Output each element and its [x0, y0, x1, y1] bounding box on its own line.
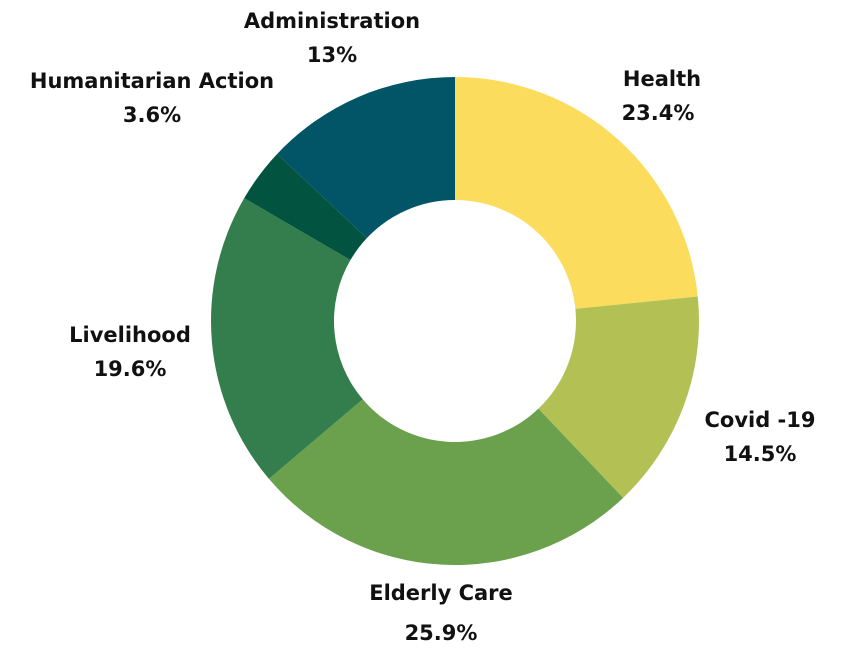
slice-value-humanitarian-action: 3.6%	[123, 103, 181, 127]
slice-administration	[277, 77, 455, 239]
label-elderly-care: Elderly Care 25.9%	[369, 581, 513, 645]
slice-health	[455, 77, 698, 309]
slice-value-elderly-care: 25.9%	[405, 621, 478, 645]
slice-value-health: 23.4%	[622, 101, 695, 125]
slice-elderly-care	[268, 399, 624, 565]
slice-value-livelihood: 19.6%	[94, 357, 167, 381]
label-health: Health 23.4%	[622, 67, 702, 125]
slice-label-health: Health	[623, 67, 701, 91]
slice-value-administration: 13%	[307, 43, 357, 67]
slice-label-livelihood: Livelihood	[69, 323, 191, 347]
label-humanitarian-action: Humanitarian Action 3.6%	[30, 69, 274, 127]
label-administration: Administration 13%	[244, 9, 420, 67]
label-livelihood: Livelihood 19.6%	[69, 323, 191, 381]
donut-slices	[210, 77, 699, 565]
slice-label-humanitarian-action: Humanitarian Action	[30, 69, 274, 93]
slice-covid-19	[538, 296, 699, 498]
slice-label-administration: Administration	[244, 9, 420, 33]
slice-humanitarian-action	[244, 153, 367, 261]
slice-livelihood	[210, 198, 363, 479]
slice-label-covid-19: Covid -19	[704, 408, 815, 432]
slice-label-elderly-care: Elderly Care	[369, 581, 513, 605]
label-covid-19: Covid -19 14.5%	[704, 408, 815, 466]
slice-value-covid-19: 14.5%	[724, 442, 797, 466]
